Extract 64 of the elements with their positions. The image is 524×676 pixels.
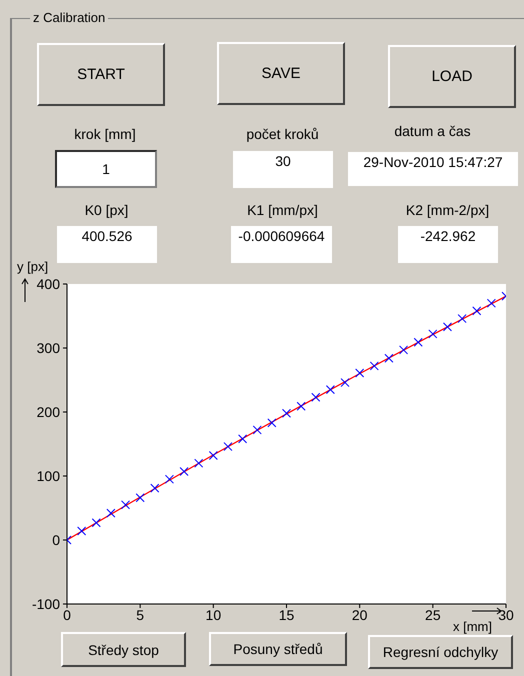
y-tick-label: 300 xyxy=(36,340,60,356)
text: Regresní odchylky xyxy=(368,635,513,669)
text: K2 [mm-2/px] xyxy=(404,202,490,218)
point xyxy=(384,354,394,363)
point xyxy=(121,500,130,510)
point xyxy=(77,526,86,536)
point xyxy=(136,493,145,502)
text: START xyxy=(37,43,165,106)
x-tick-label: 0 xyxy=(63,606,72,623)
point xyxy=(267,418,276,428)
text: krok [mm] xyxy=(73,126,137,142)
point xyxy=(472,306,482,316)
y-tick-label: -100 xyxy=(32,596,60,612)
text: K1 [mm/px] xyxy=(246,202,319,218)
point xyxy=(223,442,232,452)
point xyxy=(150,484,160,493)
text: Posuny středů xyxy=(209,632,347,666)
text: počet kroků xyxy=(245,126,320,142)
x-tick-label: 20 xyxy=(352,606,368,623)
point xyxy=(428,329,438,338)
text: 400.526 xyxy=(57,226,157,263)
point xyxy=(311,392,320,402)
point xyxy=(326,385,335,394)
text: 1 xyxy=(55,150,157,188)
x-axis-title: x [mm] xyxy=(453,619,492,634)
point xyxy=(92,518,101,528)
point xyxy=(370,361,379,370)
text: datum a čas xyxy=(393,123,472,139)
text: 30 xyxy=(233,151,333,188)
point xyxy=(355,368,364,378)
chart-title: z Calibration xyxy=(30,10,108,25)
text: 29-Nov-2010 15:47:27 xyxy=(348,152,518,186)
text: LOAD xyxy=(388,45,516,108)
text: SAVE xyxy=(217,42,345,105)
point xyxy=(180,467,189,476)
point xyxy=(164,474,174,484)
y-tick-label: 0 xyxy=(52,532,60,548)
point xyxy=(486,298,496,308)
point xyxy=(194,458,204,468)
x-tick-label: 10 xyxy=(206,606,222,623)
text: Středy stop xyxy=(61,632,186,667)
x-tick-label: 25 xyxy=(425,606,441,623)
point xyxy=(414,338,423,347)
y-tick-label: 100 xyxy=(36,468,60,484)
point xyxy=(442,322,452,332)
point xyxy=(238,434,248,444)
point xyxy=(340,378,350,388)
point xyxy=(252,425,262,434)
point xyxy=(208,451,218,460)
line-series xyxy=(67,296,506,541)
y-tick-label: 200 xyxy=(36,404,60,420)
x-tick-label: 5 xyxy=(136,606,144,623)
x-tick-label: 15 xyxy=(278,606,294,623)
text: -0.000609664 xyxy=(231,226,332,263)
point xyxy=(106,508,116,518)
point xyxy=(458,314,467,324)
point xyxy=(399,345,408,354)
y-axis-title: y [px] xyxy=(17,259,48,274)
point xyxy=(296,402,306,411)
y-tick-label: 400 xyxy=(36,276,60,292)
x-tick-label: 30 xyxy=(498,606,514,623)
text: K0 [px] xyxy=(84,202,130,218)
point xyxy=(282,408,291,418)
text: -242.962 xyxy=(398,226,498,263)
